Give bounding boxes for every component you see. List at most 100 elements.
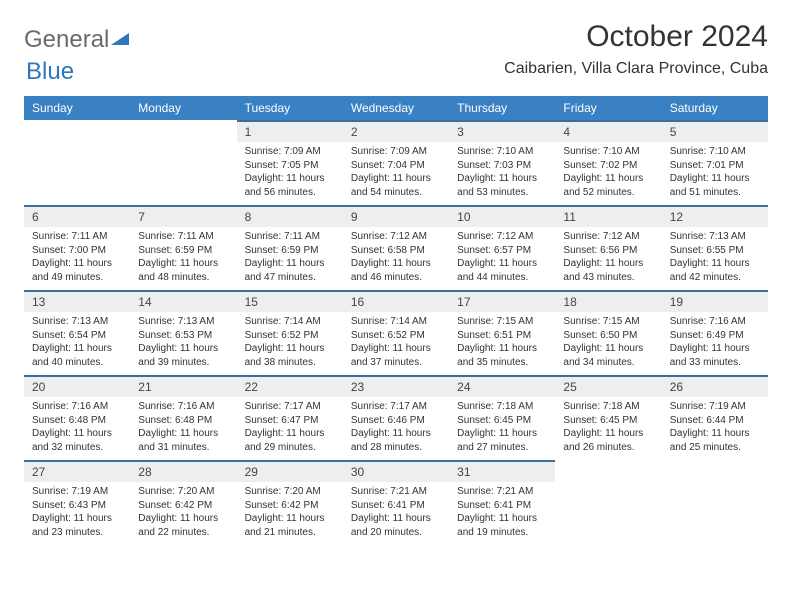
calendar-cell: 31Sunrise: 7:21 AMSunset: 6:41 PMDayligh… [449,460,555,545]
sunset-text: Sunset: 6:58 PM [351,244,441,258]
day-number: 2 [343,120,449,142]
cell-body: Sunrise: 7:19 AMSunset: 6:44 PMDaylight:… [662,397,768,460]
sunrise-text: Sunrise: 7:15 AM [563,315,653,329]
calendar-cell: 10Sunrise: 7:12 AMSunset: 6:57 PMDayligh… [449,205,555,290]
sunrise-text: Sunrise: 7:20 AM [138,485,228,499]
cell-body: Sunrise: 7:15 AMSunset: 6:51 PMDaylight:… [449,312,555,375]
calendar-cell: 7Sunrise: 7:11 AMSunset: 6:59 PMDaylight… [130,205,236,290]
daylight-text: Daylight: 11 hours and 25 minutes. [670,427,760,454]
day-number: 31 [449,460,555,482]
daylight-text: Daylight: 11 hours and 47 minutes. [245,257,335,284]
calendar-cell: 13Sunrise: 7:13 AMSunset: 6:54 PMDayligh… [24,290,130,375]
day-number: 4 [555,120,661,142]
day-number: 29 [237,460,343,482]
logo: General [24,20,133,54]
sunset-text: Sunset: 6:43 PM [32,499,122,513]
sunset-text: Sunset: 6:56 PM [563,244,653,258]
day-number: 1 [237,120,343,142]
sunrise-text: Sunrise: 7:20 AM [245,485,335,499]
sunset-text: Sunset: 7:04 PM [351,159,441,173]
sunset-text: Sunset: 6:45 PM [457,414,547,428]
sunrise-text: Sunrise: 7:16 AM [32,400,122,414]
daylight-text: Daylight: 11 hours and 34 minutes. [563,342,653,369]
calendar-cell: 11Sunrise: 7:12 AMSunset: 6:56 PMDayligh… [555,205,661,290]
logo-triangle-icon [111,26,131,54]
daylight-text: Daylight: 11 hours and 19 minutes. [457,512,547,539]
sunrise-text: Sunrise: 7:09 AM [351,145,441,159]
calendar-cell: 20Sunrise: 7:16 AMSunset: 6:48 PMDayligh… [24,375,130,460]
calendar-cell: 30Sunrise: 7:21 AMSunset: 6:41 PMDayligh… [343,460,449,545]
cell-body: Sunrise: 7:21 AMSunset: 6:41 PMDaylight:… [343,482,449,545]
day-number: 8 [237,205,343,227]
day-number: 10 [449,205,555,227]
cell-body: Sunrise: 7:10 AMSunset: 7:01 PMDaylight:… [662,142,768,205]
sunrise-text: Sunrise: 7:18 AM [563,400,653,414]
sunset-text: Sunset: 6:52 PM [245,329,335,343]
week-row: 13Sunrise: 7:13 AMSunset: 6:54 PMDayligh… [24,290,768,375]
day-header: Monday [130,96,236,120]
day-number: 9 [343,205,449,227]
weeks-container: 1Sunrise: 7:09 AMSunset: 7:05 PMDaylight… [24,120,768,545]
day-number: 23 [343,375,449,397]
sunset-text: Sunset: 7:05 PM [245,159,335,173]
day-header: Friday [555,96,661,120]
cell-body: Sunrise: 7:16 AMSunset: 6:48 PMDaylight:… [24,397,130,460]
sunrise-text: Sunrise: 7:13 AM [32,315,122,329]
calendar-cell: 29Sunrise: 7:20 AMSunset: 6:42 PMDayligh… [237,460,343,545]
cell-body: Sunrise: 7:14 AMSunset: 6:52 PMDaylight:… [237,312,343,375]
calendar-cell [130,120,236,205]
day-header: Wednesday [343,96,449,120]
sunrise-text: Sunrise: 7:19 AM [670,400,760,414]
daylight-text: Daylight: 11 hours and 56 minutes. [245,172,335,199]
day-number: 25 [555,375,661,397]
sunset-text: Sunset: 7:01 PM [670,159,760,173]
sunrise-text: Sunrise: 7:11 AM [245,230,335,244]
sunrise-text: Sunrise: 7:19 AM [32,485,122,499]
day-number: 14 [130,290,236,312]
daylight-text: Daylight: 11 hours and 32 minutes. [32,427,122,454]
daylight-text: Daylight: 11 hours and 43 minutes. [563,257,653,284]
sunrise-text: Sunrise: 7:15 AM [457,315,547,329]
cell-body: Sunrise: 7:17 AMSunset: 6:46 PMDaylight:… [343,397,449,460]
day-number: 15 [237,290,343,312]
daylight-text: Daylight: 11 hours and 49 minutes. [32,257,122,284]
week-row: 20Sunrise: 7:16 AMSunset: 6:48 PMDayligh… [24,375,768,460]
day-header: Saturday [662,96,768,120]
sunset-text: Sunset: 7:00 PM [32,244,122,258]
sunset-text: Sunset: 6:48 PM [32,414,122,428]
cell-body: Sunrise: 7:11 AMSunset: 7:00 PMDaylight:… [24,227,130,290]
calendar-cell: 27Sunrise: 7:19 AMSunset: 6:43 PMDayligh… [24,460,130,545]
week-row: 1 Sunrise: 7:09 AM Sunset: 7:05 PMDaylight… [24,120,768,205]
sunrise-text: Sunrise: 7:10 AM [457,145,547,159]
sunset-text: Sunset: 6:57 PM [457,244,547,258]
calendar-cell: 17Sunrise: 7:15 AMSunset: 6:51 PMDayligh… [449,290,555,375]
day-number: 24 [449,375,555,397]
daylight-text: Daylight: 11 hours and 29 minutes. [245,427,335,454]
month-title: October 2024 [504,20,768,54]
day-number: 18 [555,290,661,312]
day-number: 26 [662,375,768,397]
sunrise-text: Sunrise: 7:17 AM [351,400,441,414]
daylight-text: Daylight: 11 hours and 42 minutes. [670,257,760,284]
sunrise-text: Sunrise: 7:13 AM [670,230,760,244]
calendar-cell [555,460,661,545]
sunrise-text: Sunrise: 7:18 AM [457,400,547,414]
day-number: 6 [24,205,130,227]
cell-body: Sunrise: 7:21 AMSunset: 6:41 PMDaylight:… [449,482,555,545]
sunrise-text: Sunrise: 7:17 AM [245,400,335,414]
calendar-cell: 1Sunrise: 7:09 AMSunset: 7:05 PMDaylight… [237,120,343,205]
cell-body: Sunrise: 7:16 AMSunset: 6:49 PMDaylight:… [662,312,768,375]
sunrise-text: Sunrise: 7:13 AM [138,315,228,329]
day-number: 30 [343,460,449,482]
calendar-cell: 2Sunrise: 7:09 AMSunset: 7:04 PMDaylight… [343,120,449,205]
calendar-cell: 24 Sunrise: 7:18 AMSunset: 6:45 PMDayligh… [449,375,555,460]
day-number: 7 [130,205,236,227]
sunset-text: Sunset: 6:54 PM [32,329,122,343]
cell-body: Sunrise: 7:14 AMSunset: 6:52 PMDaylight:… [343,312,449,375]
calendar-cell: 18Sunrise: 7:15 AMSunset: 6:50 PMDayligh… [555,290,661,375]
cell-body: Sunrise: 7:20 AMSunset: 6:42 PMDaylight:… [237,482,343,545]
day-number: 13 [24,290,130,312]
daylight-text: Daylight: 11 hours and 27 minutes. [457,427,547,454]
cell-body: Sunrise: 7:15 AMSunset: 6:50 PMDaylight:… [555,312,661,375]
calendar-cell [662,460,768,545]
